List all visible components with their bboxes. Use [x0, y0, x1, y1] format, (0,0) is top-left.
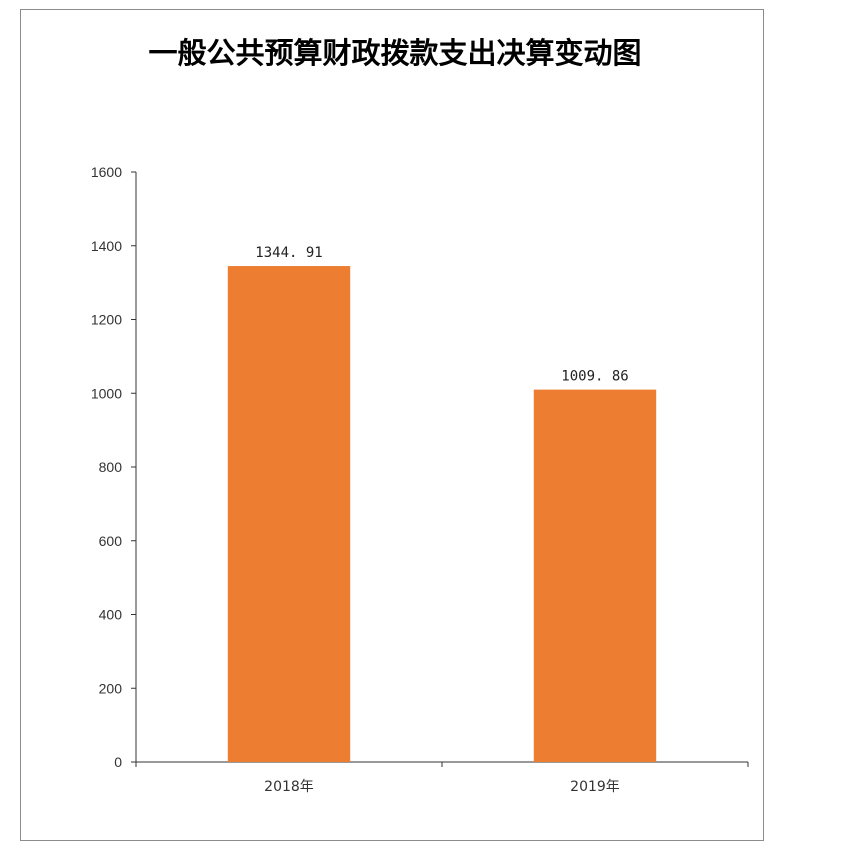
data-labels: 1344. 91 1009. 86 [255, 245, 628, 385]
x-axis: 2018年 2019年 [135, 761, 749, 795]
y-tick-label: 600 [99, 533, 123, 549]
data-label-1: 1344. 91 [255, 245, 322, 261]
chart-frame [20, 9, 764, 841]
y-tick-label: 400 [99, 607, 123, 623]
y-tick-label: 200 [99, 680, 123, 696]
y-axis: 0 200 400 600 800 1000 1200 1400 1600 [91, 164, 137, 770]
y-tick-label: 800 [99, 459, 123, 475]
data-label-2: 1009. 86 [561, 369, 628, 385]
x-category-label-1: 2018年 [264, 779, 314, 795]
y-tick-label: 0 [114, 754, 122, 770]
chart-title: 一般公共预算财政拨款支出决算变动图 [148, 36, 642, 70]
y-tick-label: 1000 [91, 385, 122, 401]
x-category-label-2: 2019年 [570, 779, 620, 795]
bars [227, 266, 657, 762]
y-tick-label: 1400 [91, 238, 122, 254]
y-tick-label: 1200 [91, 312, 122, 328]
y-tick-label: 1600 [91, 164, 122, 180]
bar-2 [533, 389, 657, 762]
bar-1 [227, 266, 351, 762]
